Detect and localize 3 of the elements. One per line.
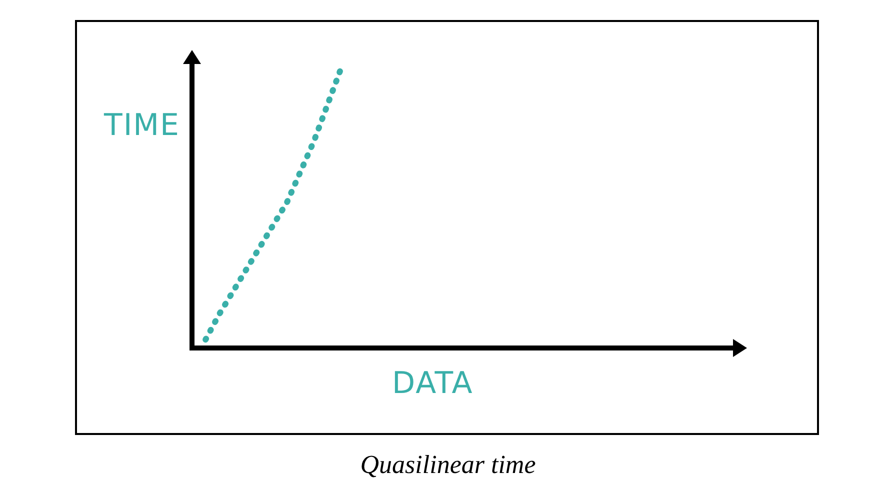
y-axis-title: TIME [104, 108, 180, 143]
text: Quasilinear time [359, 450, 537, 480]
x-axis-title: DATA [392, 366, 474, 401]
